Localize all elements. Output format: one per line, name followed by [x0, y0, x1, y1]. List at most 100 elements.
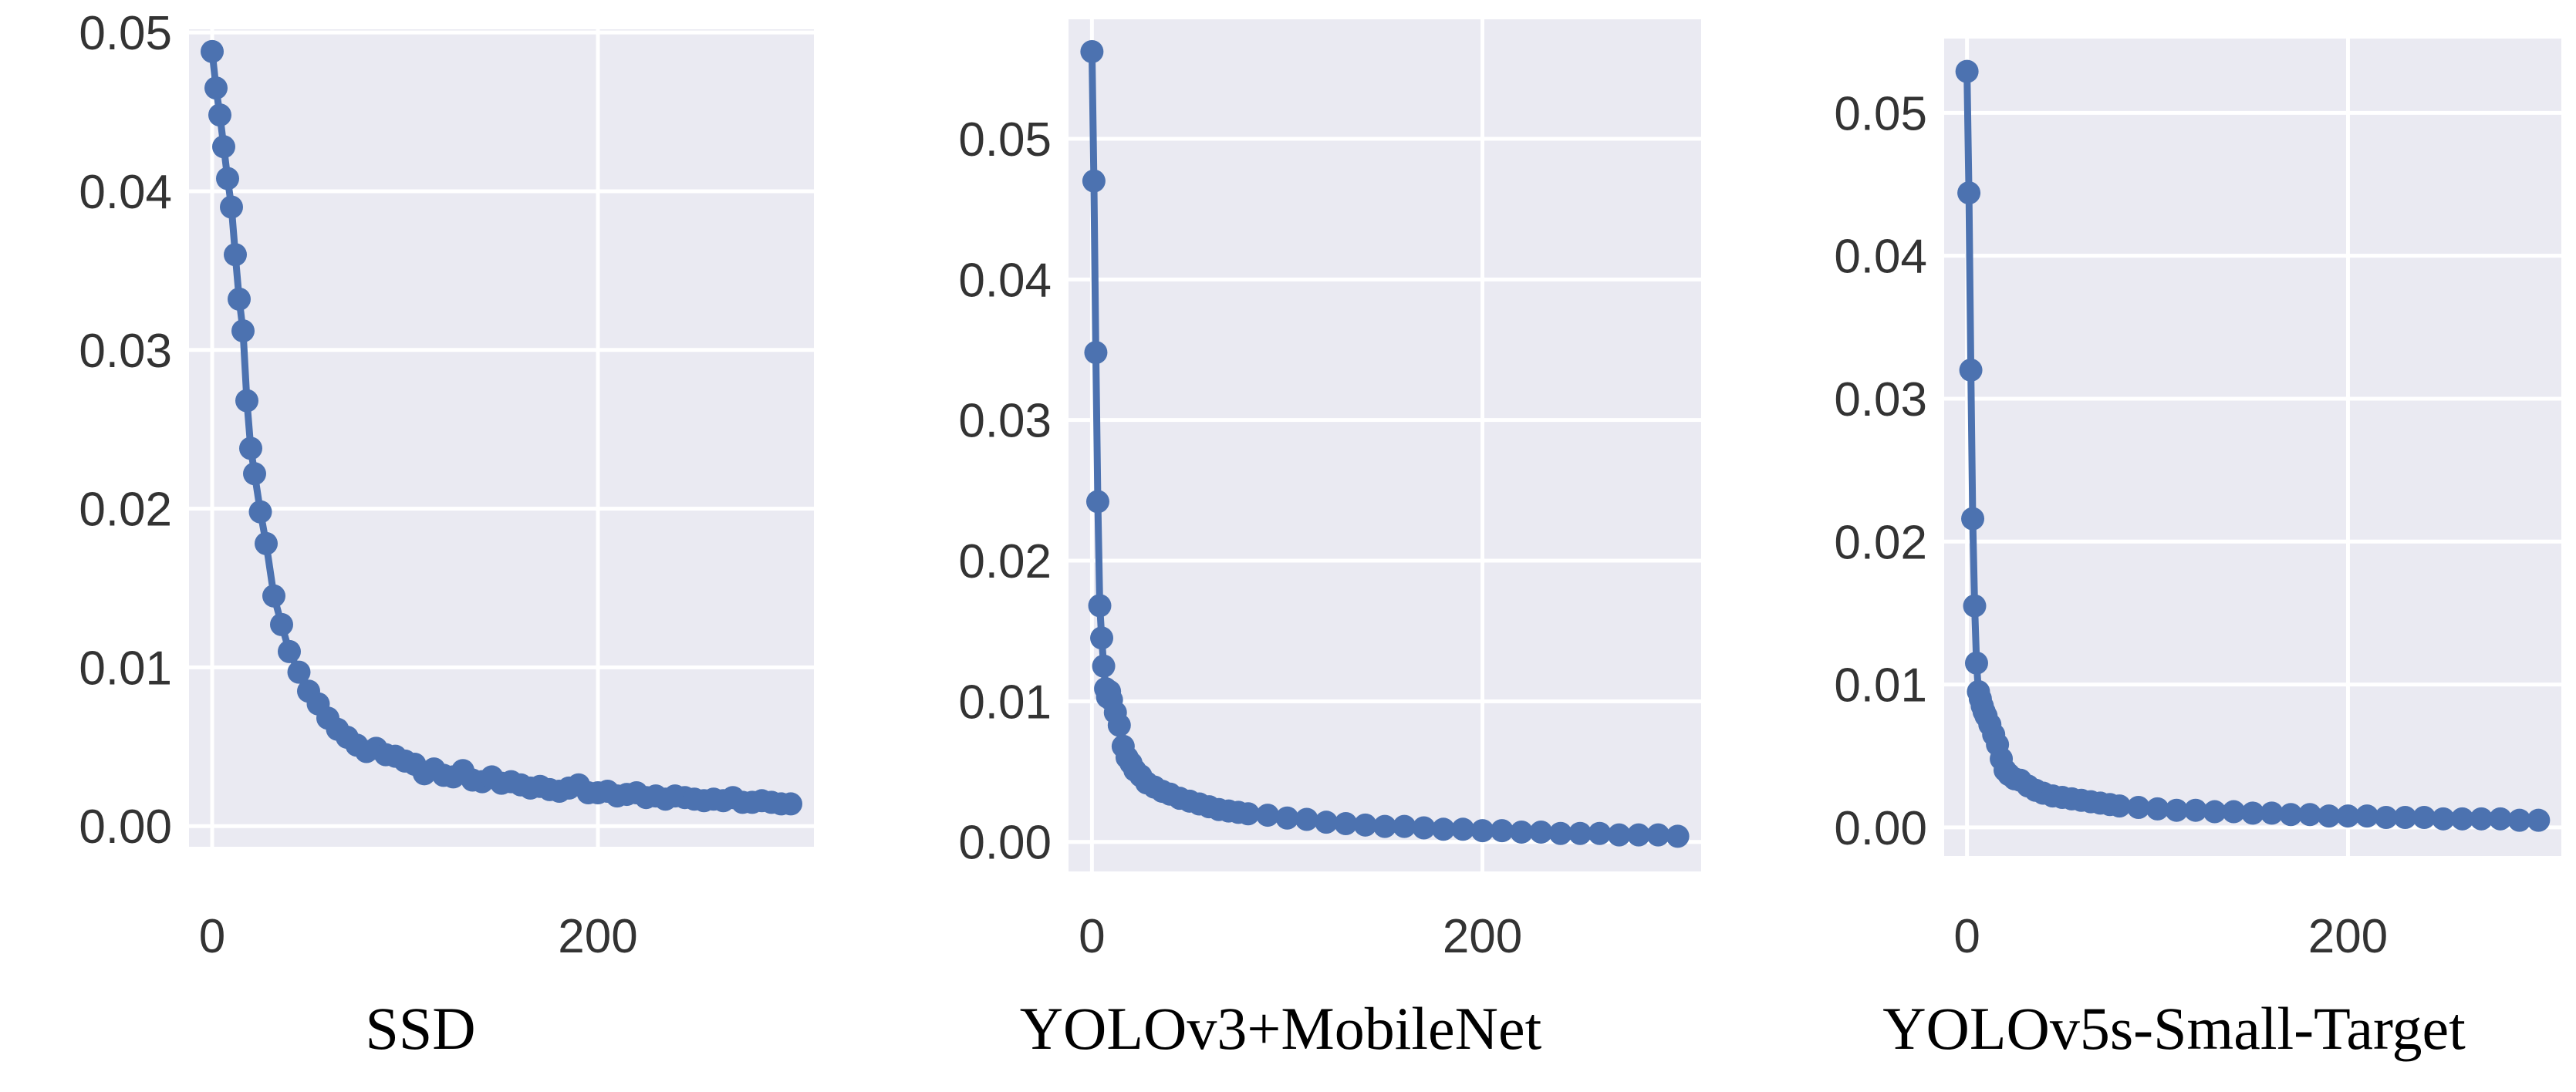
y-tick-label: 0.01	[79, 642, 172, 695]
data-point	[2146, 797, 2169, 821]
data-point	[1955, 59, 1979, 83]
x-tick-label: 0	[1079, 910, 1105, 963]
data-point	[224, 243, 247, 267]
data-point	[1393, 814, 1416, 838]
data-point	[2393, 805, 2417, 829]
data-point	[220, 195, 243, 219]
y-tick-label: 0.00	[79, 800, 172, 854]
data-point	[2165, 798, 2189, 822]
x-tick-label: 200	[1443, 910, 1522, 963]
data-point	[2336, 804, 2360, 828]
data-point	[1085, 490, 1109, 514]
data-point	[231, 319, 255, 343]
y-tick-label: 0.01	[958, 676, 1052, 729]
y-tick-label: 0.05	[1834, 87, 1927, 140]
data-point	[2126, 795, 2150, 819]
data-point	[2241, 801, 2264, 825]
data-point	[208, 103, 231, 127]
data-point	[2260, 801, 2284, 825]
data-point	[1964, 651, 1988, 675]
chart-caption: SSD	[365, 995, 475, 1062]
data-point	[2431, 807, 2455, 831]
data-point	[2355, 804, 2379, 828]
chart-panel-1: 0.00 0.01 0.02 0.03 0.04 0.05 0 200 SSD	[79, 7, 814, 1062]
data-point	[216, 167, 239, 190]
y-tick-label: 0.04	[1834, 231, 1927, 284]
data-point	[1961, 507, 1985, 531]
data-point	[1510, 820, 1534, 844]
y-tick-label: 0.00	[958, 817, 1052, 870]
data-point	[278, 639, 301, 663]
y-tick-label: 0.02	[79, 484, 172, 537]
data-point	[228, 287, 251, 311]
y-tick-label: 0.02	[958, 535, 1052, 588]
data-point	[1451, 817, 1475, 841]
data-point	[2527, 808, 2551, 832]
data-point	[1959, 358, 1983, 382]
plot-area	[1069, 19, 1701, 871]
data-point	[1957, 181, 1981, 205]
data-point	[212, 135, 235, 159]
data-point	[2279, 803, 2303, 827]
data-point	[2222, 800, 2246, 824]
data-point	[2374, 805, 2398, 829]
data-point	[1431, 817, 1455, 841]
data-point	[287, 660, 311, 684]
data-point	[1090, 626, 1114, 650]
data-point	[243, 462, 266, 486]
chart-panel-3: 0.00 0.01 0.02 0.03 0.04 0.05 0 200 YOLOv5s-Smal…	[1834, 39, 2561, 1062]
data-point	[1088, 594, 1112, 618]
data-point	[1084, 341, 1108, 365]
data-point	[1470, 819, 1494, 843]
data-point	[1490, 819, 1514, 843]
data-point	[255, 531, 278, 555]
data-point	[1607, 823, 1631, 847]
data-point	[2108, 794, 2132, 818]
data-point	[1236, 802, 1260, 826]
data-point	[1353, 813, 1377, 837]
data-point	[2317, 804, 2341, 828]
data-point	[248, 500, 272, 524]
data-point	[1529, 820, 1553, 844]
y-tick-label: 0.01	[1834, 659, 1927, 713]
data-point	[2183, 798, 2207, 822]
data-point	[204, 76, 228, 100]
data-point	[1092, 654, 1116, 678]
data-point	[235, 389, 258, 413]
data-point	[1646, 823, 1670, 847]
y-tick-label: 0.03	[79, 325, 172, 378]
data-point	[1373, 814, 1396, 838]
data-point	[779, 792, 802, 816]
data-point	[2203, 800, 2227, 824]
y-tick-label: 0.00	[1834, 802, 1927, 855]
y-tick-label: 0.04	[958, 254, 1052, 307]
data-point	[270, 612, 293, 636]
y-tick-label: 0.03	[1834, 373, 1927, 426]
x-tick-label: 0	[1953, 910, 1980, 963]
data-point	[1315, 811, 1339, 834]
x-tick-label: 200	[2308, 910, 2388, 963]
plot-area	[1944, 39, 2561, 856]
data-point	[1627, 823, 1651, 847]
data-point	[2488, 807, 2512, 831]
data-point	[1568, 821, 1592, 845]
data-point	[1107, 713, 1131, 737]
data-point	[1666, 824, 1690, 848]
data-point	[2470, 807, 2493, 831]
data-point	[1548, 821, 1572, 845]
data-point	[1334, 812, 1358, 836]
chart-caption: YOLOv3+MobileNet	[1020, 995, 1542, 1062]
data-point	[2507, 808, 2531, 832]
data-point	[1256, 804, 1280, 827]
y-tick-label: 0.02	[1834, 516, 1927, 569]
data-point	[1275, 806, 1299, 830]
chart-panel-2: 0.00 0.01 0.02 0.03 0.04 0.05 0 200 YOLOv3+Mobil…	[958, 19, 1701, 1062]
y-tick-label: 0.03	[958, 395, 1052, 448]
chart-caption: YOLOv5s-Small-Target	[1882, 995, 2466, 1062]
plot-area	[189, 29, 814, 847]
data-point	[2298, 803, 2322, 827]
data-point	[2450, 807, 2474, 831]
x-tick-label: 200	[558, 910, 637, 963]
y-tick-label: 0.05	[958, 113, 1052, 167]
